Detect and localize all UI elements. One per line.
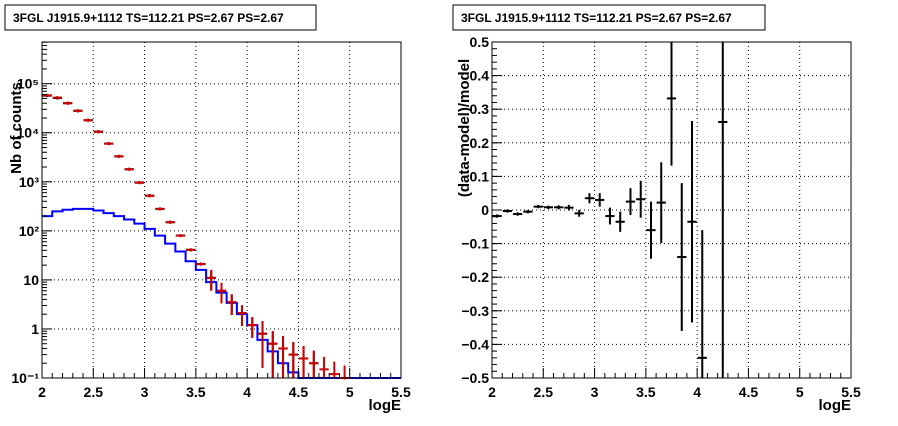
- right-y-tick-label: −0.3: [461, 303, 489, 319]
- right-x-tick-label: 3.5: [636, 384, 656, 400]
- right-x-tick-label: 3: [591, 384, 599, 400]
- left-grid: [42, 42, 401, 378]
- left-x-tick-label: 2.5: [84, 384, 104, 400]
- right-y-tick-label: −0.2: [461, 269, 489, 285]
- left-plot-frame: [41, 41, 402, 379]
- left-ylabel: Nb of counts: [8, 82, 25, 174]
- left-ticks: 2 2.5 3 3.5 4 4.5 5 5.5 10⁵ 10⁴ 10³ 10² 10 1 10⁻¹: [11, 41, 411, 400]
- left-xlabel: logE: [369, 397, 402, 414]
- right-title: 3FGL J1915.9+1112 TS=112.21 PS=2.67 PS=2…: [461, 11, 732, 25]
- right-y-tick-label: 0: [481, 202, 489, 218]
- right-x-tick-label: 2.5: [534, 384, 554, 400]
- right-grid: [492, 42, 851, 378]
- left-y-tick-label: 1: [31, 321, 39, 337]
- right-x-tick-label: 4: [693, 384, 701, 400]
- right-panel: 3FGL J1915.9+1112 TS=112.21 PS=2.67 PS=2…: [452, 4, 861, 414]
- left-y-tick-label: 10²: [19, 223, 40, 239]
- right-ylabel: (data-model)/model: [456, 59, 473, 197]
- right-ticks: 2 2.5 3 3.5 4 4.5 5 5.5 0.5 0.4 0.3 0.2 0.1 0 −0.1 −0.2…: [461, 34, 861, 400]
- right-residual-points: [492, 42, 728, 378]
- right-x-tick-label: 5: [796, 384, 804, 400]
- left-title-box: [4, 4, 317, 31]
- right-y-tick-label: −0.5: [461, 370, 489, 386]
- right-y-tick-label: 0.2: [470, 135, 490, 151]
- left-panel: 3FGL J1915.9+1112 TS=112.21 PS=2.67 PS=2…: [4, 4, 411, 414]
- right-x-tick-label: 4.5: [739, 384, 759, 400]
- right-y-tick-label: 0.1: [470, 168, 490, 184]
- left-x-tick-label: 2: [38, 384, 46, 400]
- right-x-tick-label: 5.5: [841, 384, 861, 400]
- left-y-tick-label: 10⁻¹: [11, 370, 39, 386]
- right-x-tick-label: 2: [488, 384, 496, 400]
- right-y-tick-label: −0.1: [461, 236, 489, 252]
- left-y-tick-label: 10: [23, 272, 39, 288]
- left-x-tick-label: 5: [346, 384, 354, 400]
- left-x-tick-label: 4: [243, 384, 251, 400]
- left-x-tick-label: 3: [141, 384, 149, 400]
- right-y-tick-label: 0.5: [470, 34, 490, 50]
- right-y-tick-label: 0.3: [470, 101, 490, 117]
- left-y-tick-label: 10⁵: [17, 76, 39, 92]
- left-x-tick-label: 5.5: [391, 384, 411, 400]
- right-y-tick-label: 0.4: [470, 68, 490, 84]
- left-y-tick-label: 10³: [19, 174, 40, 190]
- left-x-tick-label: 4.5: [289, 384, 309, 400]
- left-red-points: [42, 93, 350, 380]
- left-x-tick-label: 3.5: [186, 384, 206, 400]
- right-y-tick-label: −0.4: [461, 336, 489, 352]
- right-xlabel: logE: [819, 397, 852, 414]
- left-y-tick-label: 10⁴: [17, 125, 40, 141]
- right-title-box: [452, 4, 766, 31]
- left-title: 3FGL J1915.9+1112 TS=112.21 PS=2.67 PS=2…: [13, 11, 284, 25]
